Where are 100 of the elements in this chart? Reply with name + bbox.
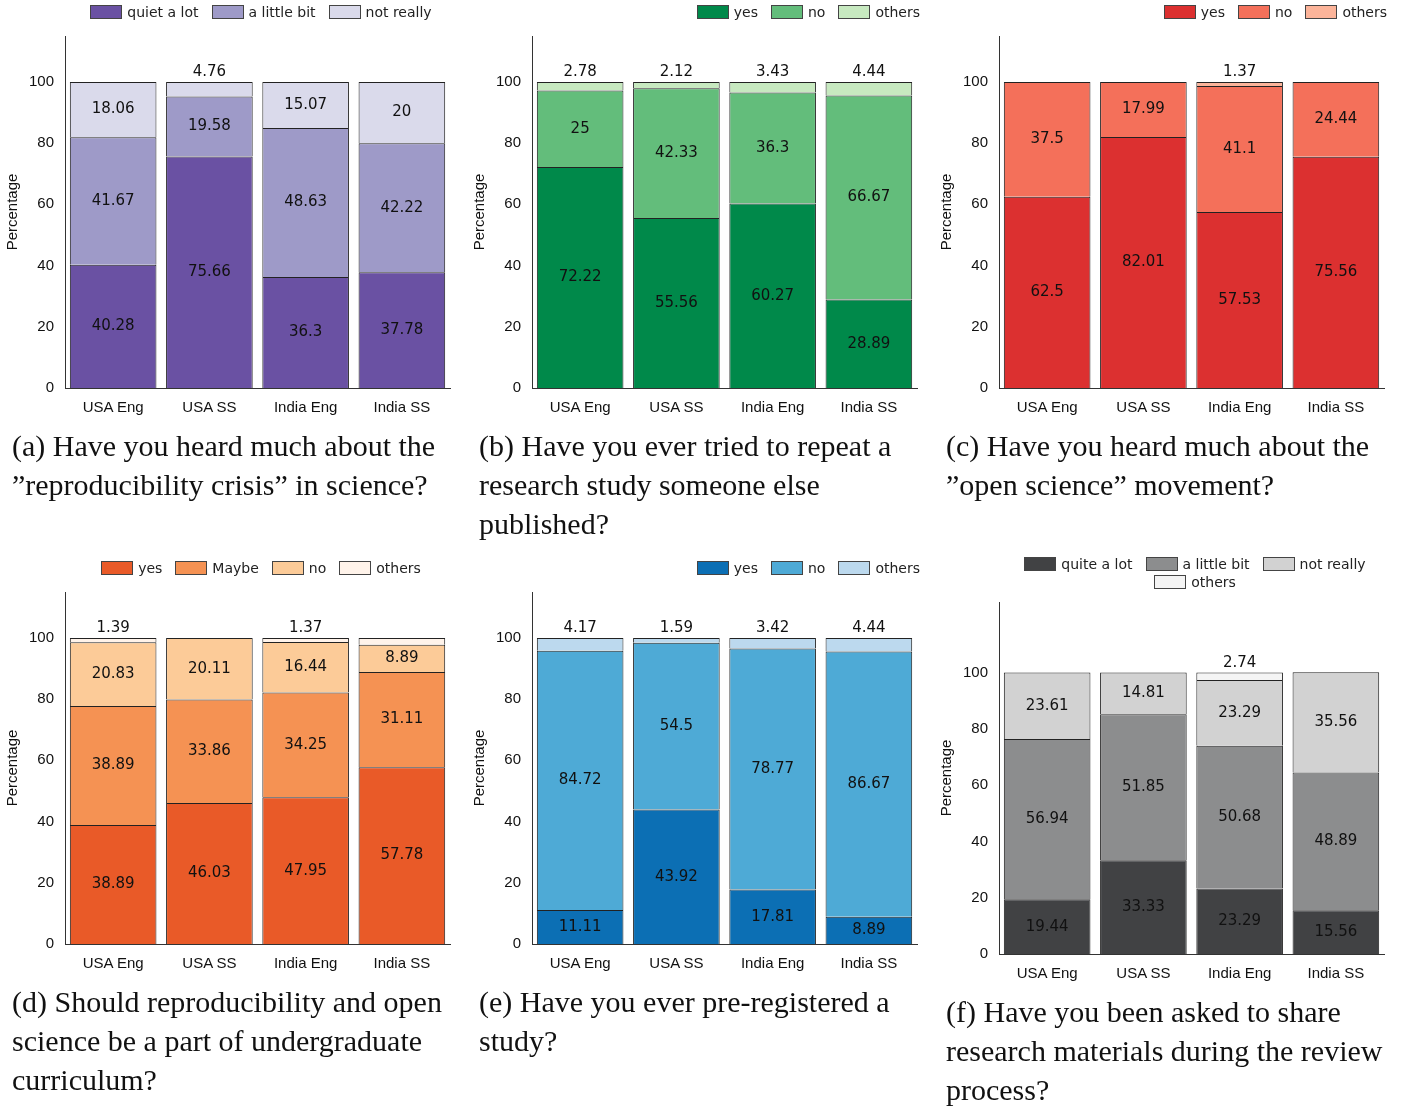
y-tick-label: 20 — [504, 316, 522, 334]
data-label: 62.5 — [1030, 282, 1064, 301]
data-label: 23.61 — [1025, 695, 1069, 714]
data-label: 28.89 — [847, 333, 891, 352]
data-label: 4.44 — [852, 62, 886, 81]
text: (e) Have you ever pre-registered a study? — [479, 984, 891, 1059]
text: (f) Have you been asked to share research materials during the review process? — [946, 994, 1384, 1108]
legend-label: Maybe — [212, 560, 259, 576]
y-tick-label: 20 — [504, 872, 522, 890]
y-tick-label: 40 — [37, 811, 55, 829]
data-label: 56.94 — [1025, 808, 1069, 827]
legend-label: yes — [733, 560, 758, 576]
y-tick-label: 60 — [37, 750, 55, 768]
legend-label: others — [875, 4, 920, 20]
y-tick-label: 100 — [29, 628, 55, 646]
text: (b) Have you ever tried to repeat a research study someone else published? — [479, 428, 893, 542]
y-tick-label: 100 — [29, 72, 55, 90]
data-label: 48.89 — [1314, 831, 1358, 850]
x-tick-label: USA Eng — [1016, 398, 1078, 416]
legend-label: yes — [138, 560, 163, 576]
x-tick-label: USA Eng — [82, 398, 144, 416]
data-label: 55.56 — [654, 292, 698, 311]
x-tick-label: USA Eng — [549, 954, 611, 972]
y-tick-label: 40 — [971, 255, 989, 273]
data-label: 1.59 — [659, 618, 694, 637]
data-label: 16.44 — [284, 657, 328, 676]
data-label: 8.89 — [852, 920, 886, 939]
y-tick-label: 60 — [504, 194, 522, 212]
x-tick-label: USA SS — [182, 398, 237, 416]
data-label: 46.03 — [187, 863, 231, 882]
y-tick-label: 0 — [512, 934, 522, 952]
y-tick-label: 0 — [45, 378, 55, 396]
data-label: 48.63 — [284, 192, 328, 211]
y-tick-label: 20 — [971, 887, 989, 905]
data-label: 38.89 — [91, 874, 135, 893]
x-tick-label: India SS — [1307, 398, 1365, 416]
y-tick-label: 0 — [45, 934, 55, 952]
data-label: 25 — [570, 118, 590, 137]
y-tick-label: 80 — [504, 689, 522, 707]
y-tick-label: 80 — [971, 133, 989, 151]
legend-label: yes — [1200, 4, 1225, 20]
data-label: 36.3 — [288, 322, 323, 341]
data-label: 31.11 — [380, 709, 424, 728]
y-tick-label: 40 — [504, 255, 522, 273]
x-tick-label: India SS — [840, 398, 898, 416]
text: (c) Have you heard much about the ”open science” movement? — [946, 428, 1371, 503]
y-tick-label: 60 — [37, 194, 55, 212]
y-tick-label: 40 — [504, 811, 522, 829]
legend-label: a little bit — [1182, 556, 1250, 572]
data-label: 1.37 — [288, 618, 323, 637]
data-label: 42.33 — [654, 143, 698, 162]
data-label: 1.39 — [96, 618, 130, 637]
data-label: 14.81 — [1121, 683, 1165, 702]
data-label: 15.07 — [284, 94, 328, 113]
x-tick-label: USA SS — [649, 954, 704, 972]
data-label: 66.67 — [847, 187, 891, 206]
data-label: 57.53 — [1218, 289, 1262, 308]
y-axis-title: Percentage — [937, 739, 955, 817]
y-tick-label: 80 — [37, 689, 55, 707]
data-label: 54.5 — [659, 716, 694, 735]
data-label: 1.37 — [1222, 62, 1257, 81]
data-label: 19.58 — [187, 116, 231, 135]
data-label: 4.76 — [192, 62, 227, 81]
data-label: 50.68 — [1218, 806, 1262, 825]
y-axis-title: Percentage — [937, 173, 955, 251]
text: (a) Have you heard much about the ”reproducibility crisis” in science? — [12, 428, 437, 503]
y-tick-label: 60 — [971, 775, 989, 793]
text: (d) Should reproducibility and open science be a part of undergraduate curriculum? — [12, 984, 443, 1098]
data-label: 37.78 — [380, 320, 424, 339]
data-label: 82.01 — [1121, 252, 1165, 271]
y-tick-label: 0 — [512, 378, 522, 396]
x-tick-label: India Eng — [1207, 964, 1272, 982]
legend-label: yes — [733, 4, 758, 20]
data-label: 57.78 — [380, 845, 424, 864]
legend-label: no — [1274, 4, 1293, 20]
data-label: 24.44 — [1314, 109, 1358, 128]
data-label: 75.56 — [1314, 262, 1358, 281]
data-label: 3.43 — [755, 62, 790, 81]
data-label: 51.85 — [1121, 777, 1165, 796]
data-label: 47.95 — [284, 860, 328, 879]
legend-label: no — [807, 4, 826, 20]
x-tick-label: USA Eng — [1016, 964, 1078, 982]
x-tick-label: USA SS — [1116, 398, 1171, 416]
y-tick-label: 0 — [979, 378, 989, 396]
y-axis-title: Percentage — [470, 173, 488, 251]
data-label: 20.83 — [91, 663, 135, 682]
x-tick-label: India SS — [373, 954, 431, 972]
legend-label: others — [875, 560, 920, 576]
legend-label: others — [376, 560, 421, 576]
data-label: 38.89 — [91, 755, 135, 774]
data-label: 20 — [392, 102, 412, 121]
data-label: 37.5 — [1030, 129, 1064, 148]
data-label: 36.3 — [755, 137, 790, 156]
data-label: 60.27 — [751, 285, 795, 304]
data-label: 11.11 — [558, 916, 602, 935]
y-tick-label: 80 — [971, 718, 989, 736]
x-tick-label: USA SS — [649, 398, 704, 416]
data-label: 2.74 — [1222, 652, 1257, 671]
data-label: 35.56 — [1314, 712, 1358, 731]
x-tick-label: India SS — [373, 398, 431, 416]
